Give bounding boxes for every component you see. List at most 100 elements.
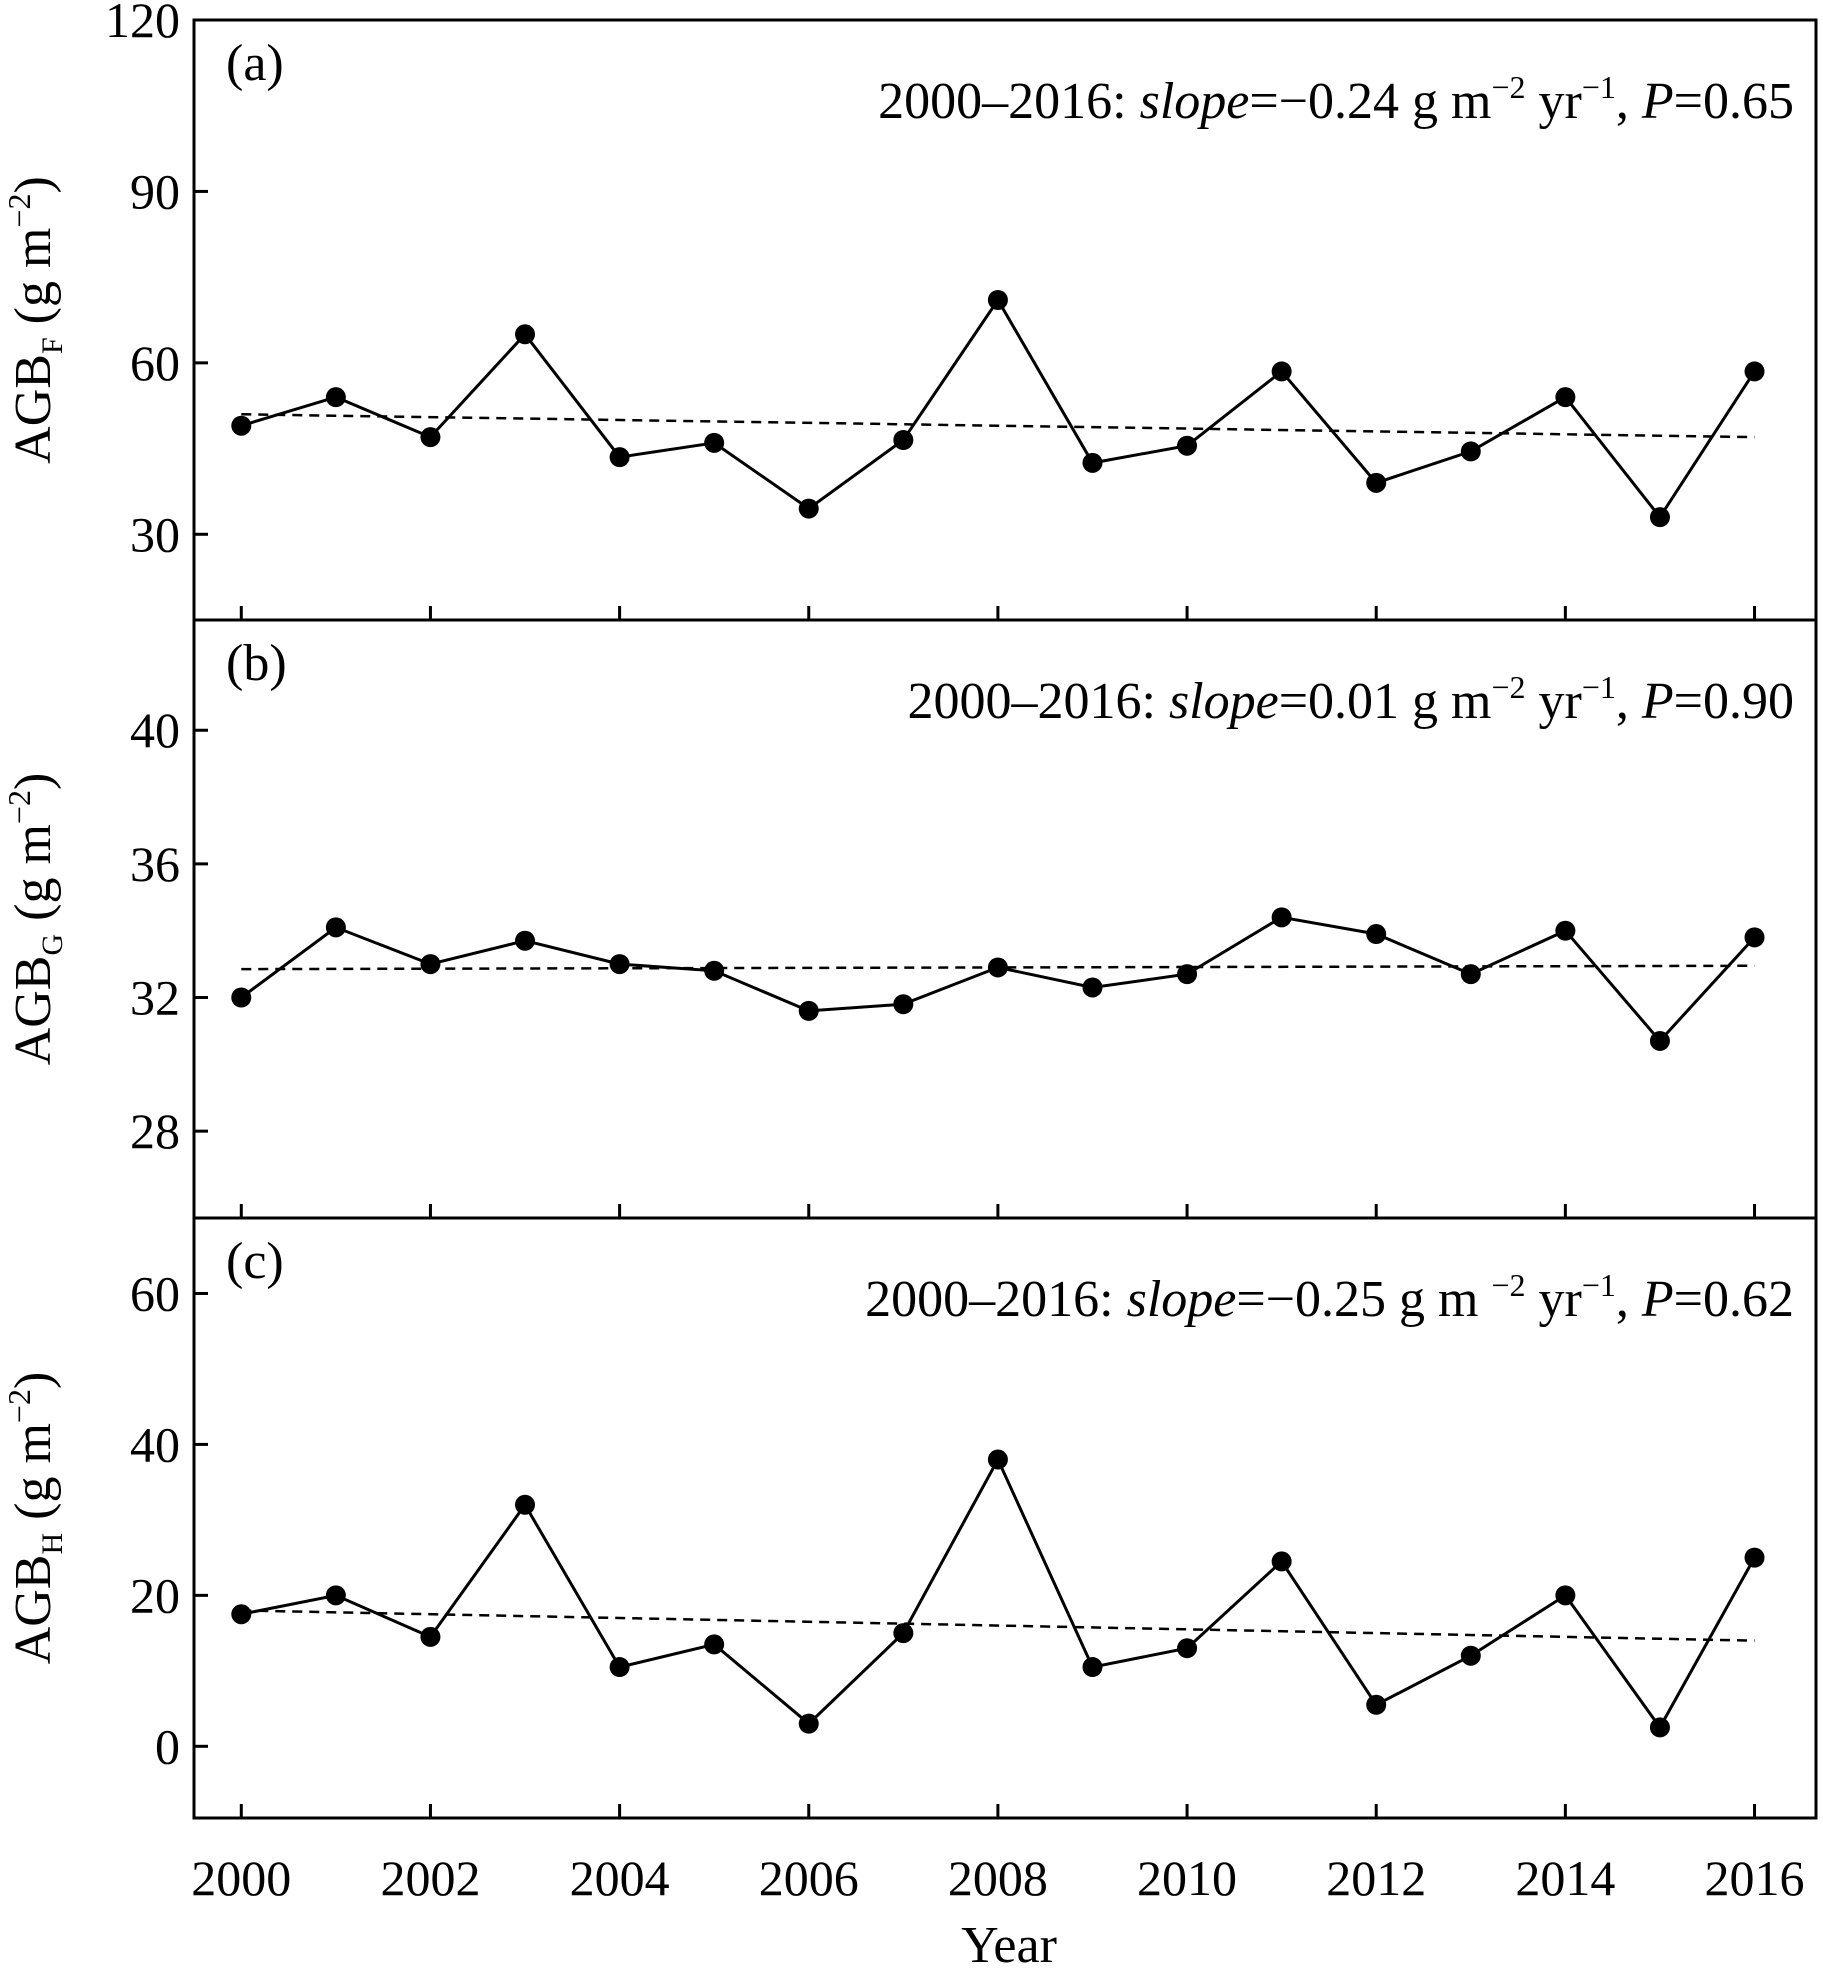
- text-part: yr: [1526, 1271, 1582, 1328]
- data-point: [1366, 924, 1387, 945]
- data-point: [893, 430, 914, 450]
- text-part: (g m: [5, 228, 62, 338]
- data-point: [1366, 1694, 1387, 1715]
- y-tick-label: 120: [105, 0, 180, 48]
- data-point: [1460, 964, 1481, 985]
- text-part: slope: [1169, 673, 1279, 730]
- panel-a: 30 60 90 120 (a) 2000–2016: slope=−0.24 g m−2…: [1, 0, 1818, 622]
- text-part: −2: [1, 194, 37, 228]
- data-point: [325, 1585, 346, 1606]
- y-axis-title: AGBH (g m−2): [1, 1372, 69, 1665]
- data-point: [893, 994, 914, 1015]
- data-point: [1744, 361, 1765, 382]
- x-tick-label: 2000: [191, 1850, 291, 1906]
- x-tick-label: 2014: [1515, 1850, 1615, 1906]
- text-part: AGB: [5, 354, 62, 464]
- x-tick-label: 2016: [1705, 1850, 1805, 1906]
- text-part: yr: [1526, 73, 1582, 130]
- data-point: [704, 1634, 725, 1655]
- data-point: [1082, 1657, 1103, 1678]
- data-point: [1082, 977, 1103, 998]
- text-part: −2: [1491, 1267, 1525, 1303]
- data-point: [1555, 1585, 1576, 1606]
- data-point: [1555, 920, 1576, 941]
- trend-line: [241, 1609, 1755, 1642]
- text-part: ,: [1616, 673, 1642, 730]
- data-point: [1366, 472, 1387, 493]
- text-part: G: [36, 934, 69, 956]
- text-part: −1: [1582, 69, 1616, 105]
- series-line: [241, 1456, 1756, 1731]
- x-tick-label: 2006: [759, 1850, 859, 1906]
- data-point: [609, 1657, 630, 1678]
- text-part: −2: [1491, 69, 1525, 105]
- data-point: [704, 432, 725, 453]
- y-tick-label: 36: [130, 836, 180, 892]
- data-point: [515, 324, 536, 345]
- series-line: [240, 297, 1756, 520]
- text-part: 2000–2016:: [878, 73, 1139, 130]
- text-part: =0.90: [1674, 673, 1794, 730]
- panel-c: 0 20 40 60 (c) 2000–2016: slope=−0.25 g m −2 …: [1, 1216, 1818, 1820]
- data-point: [325, 387, 346, 408]
- y-tick-label: 30: [130, 506, 180, 562]
- data-point: [893, 1623, 914, 1644]
- data-point: [231, 987, 252, 1008]
- data-point: [1744, 927, 1765, 948]
- panel-label: (b): [226, 635, 287, 692]
- data-point: [325, 917, 346, 938]
- slope-annotation: 2000–2016: slope=0.01 g m−2 yr−1, P=0.90: [907, 669, 1794, 730]
- data-point: [609, 447, 630, 468]
- text-part: −1: [1582, 1267, 1616, 1303]
- x-tick-label: 2008: [948, 1850, 1048, 1906]
- x-tick-label: 2004: [570, 1850, 670, 1906]
- x-tick-label: 2012: [1326, 1850, 1426, 1906]
- panel-label: (a): [226, 35, 284, 92]
- plot-frame: [192, 1216, 1818, 1820]
- text-part: −1: [1582, 669, 1616, 705]
- slope-annotation: 2000–2016: slope=−0.24 g m−2 yr−1, P=0.6…: [878, 69, 1794, 130]
- text-part: yr: [1526, 673, 1582, 730]
- data-point: [231, 415, 252, 436]
- x-tick-label: 2010: [1137, 1850, 1237, 1906]
- data-point: [1649, 1717, 1670, 1738]
- data-point: [1555, 387, 1576, 408]
- x-axis-title: Year: [961, 1917, 1057, 1970]
- data-point: [1082, 452, 1103, 473]
- y-tick-label: 60: [130, 335, 180, 391]
- text-part: −0.25 g m: [1266, 1271, 1492, 1328]
- data-point: [1649, 507, 1670, 528]
- y-tick-label: 40: [130, 1416, 180, 1472]
- text-part: 2000–2016:: [907, 673, 1168, 730]
- x-axis: 2000 2002 2004 2006 2008 2010 2012 2014 2016 Year: [191, 1850, 1804, 1970]
- data-point: [1177, 1638, 1198, 1659]
- text-part: =0.65: [1674, 73, 1794, 130]
- y-tick-label: 28: [130, 1103, 180, 1159]
- text-part: P: [1641, 1271, 1674, 1328]
- text-part: 0.01 g m: [1308, 673, 1491, 730]
- data-point: [1271, 1551, 1292, 1572]
- text-part: AGB: [5, 1555, 62, 1665]
- data-point: [987, 1449, 1008, 1470]
- data-point: [420, 427, 441, 448]
- data-point: [1460, 441, 1481, 462]
- series-line: [240, 915, 1756, 1044]
- y-tick-label: 20: [130, 1567, 180, 1623]
- data-point: [1177, 964, 1198, 985]
- data-point: [987, 957, 1008, 978]
- data-point: [515, 930, 536, 951]
- text-part: (g m: [5, 824, 62, 934]
- text-part: ): [5, 176, 62, 193]
- text-part: slope: [1127, 1271, 1237, 1328]
- data-point: [798, 1713, 819, 1734]
- data-point: [1177, 435, 1198, 456]
- text-part: =: [1236, 1271, 1265, 1328]
- panel-label: (c): [226, 1233, 284, 1290]
- y-tick-label: 40: [130, 702, 180, 758]
- data-point: [515, 1494, 536, 1515]
- text-part: ,: [1616, 1271, 1642, 1328]
- y-tick-label: 90: [130, 163, 180, 219]
- text-part: (g m: [5, 1423, 62, 1533]
- data-point: [231, 1604, 252, 1625]
